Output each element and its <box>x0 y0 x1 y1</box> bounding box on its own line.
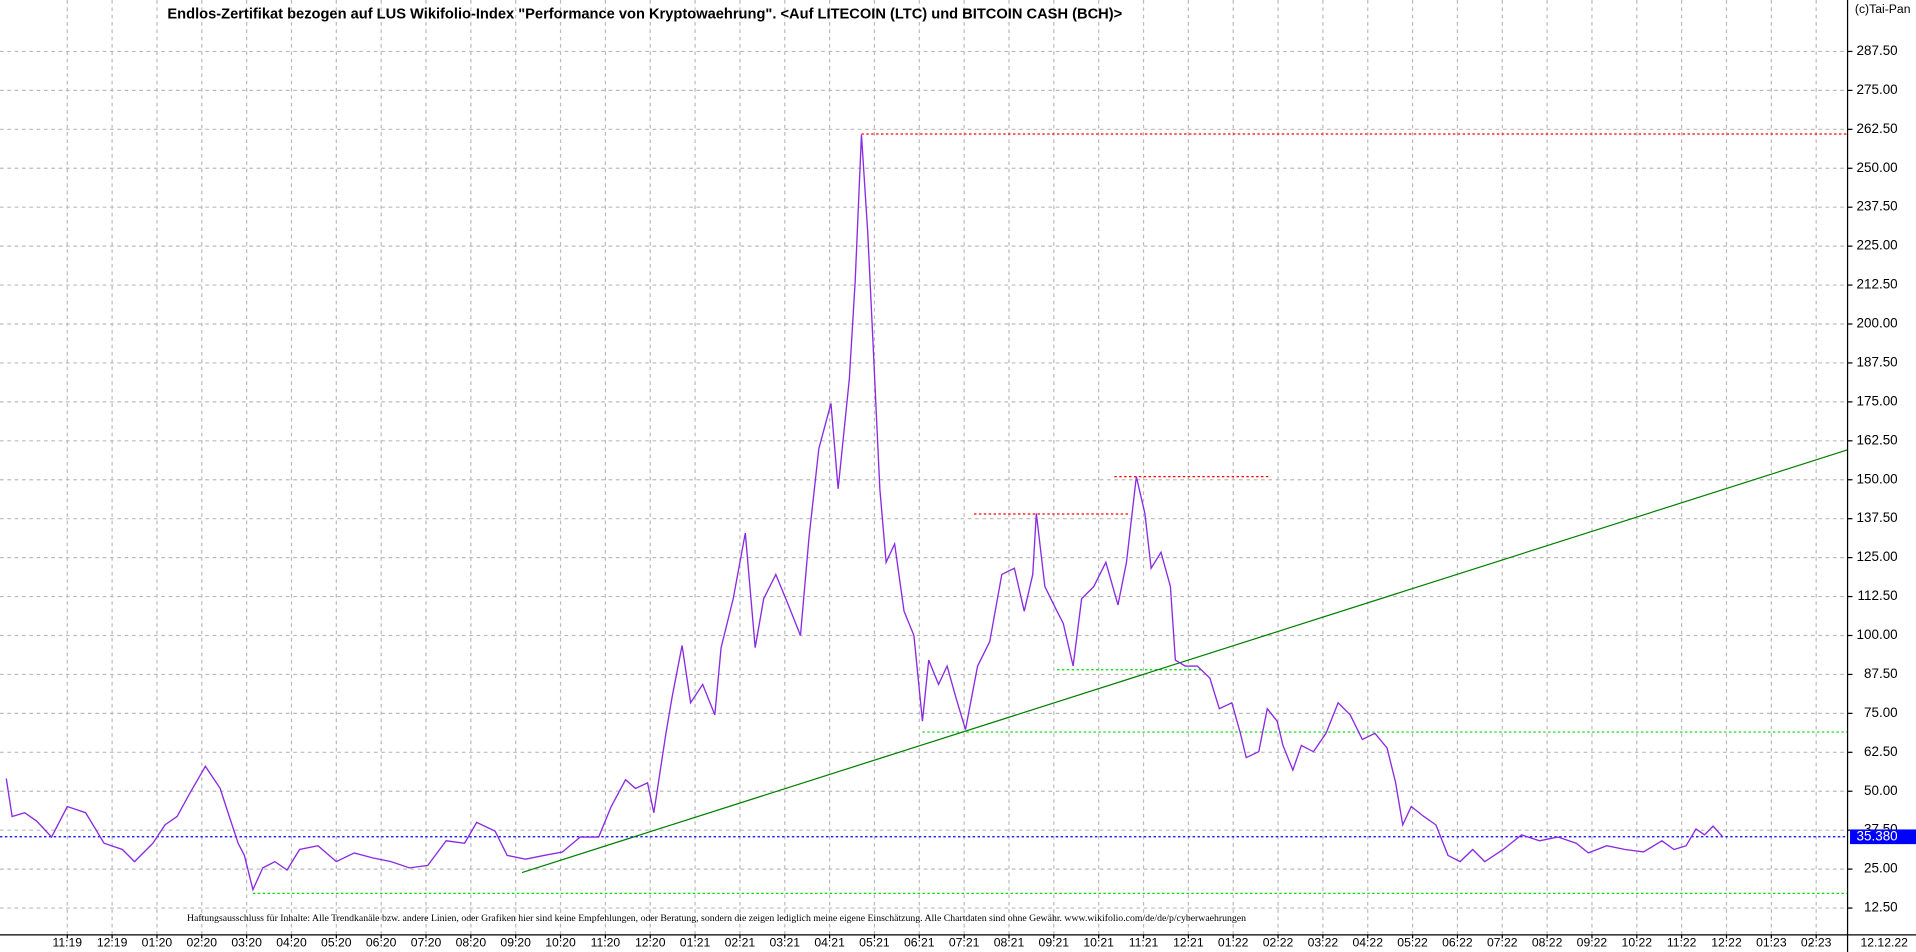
last-value-label: 35.380 <box>1857 828 1898 843</box>
copyright: (c)Tai-Pan <box>1855 2 1911 16</box>
y-tick-label: 75.00 <box>1864 705 1898 720</box>
price-line <box>5 134 1724 892</box>
x-tick-label: 06:22 <box>1442 936 1473 950</box>
x-tick-label: 11:19 <box>52 936 82 950</box>
date-label: 12.12.22 <box>1860 936 1908 950</box>
y-tick-label: 250.00 <box>1857 160 1898 175</box>
y-tick-label: 150.00 <box>1857 471 1898 486</box>
y-tick-label: 50.00 <box>1864 783 1898 798</box>
x-tick-label: 01:21 <box>680 936 711 950</box>
x-tick-label: 08:21 <box>994 936 1025 950</box>
x-tick-label: 11:22 <box>1667 936 1697 950</box>
x-tick-label: 03:20 <box>231 936 262 950</box>
x-tick-label: 07:22 <box>1487 936 1518 950</box>
y-tick-label: 62.50 <box>1864 744 1898 759</box>
x-tick-label: 06:21 <box>904 936 935 950</box>
x-tick-label: 07:20 <box>411 936 442 950</box>
x-tick-label: 01:20 <box>142 936 173 950</box>
x-tick-label: 01:23 <box>1756 936 1787 950</box>
x-tick-label: 02:23 <box>1801 936 1832 950</box>
x-tick-label: 10:21 <box>1083 936 1114 950</box>
x-tick-label: 10:22 <box>1622 936 1653 950</box>
x-tick-label: 02:22 <box>1263 936 1294 950</box>
y-tick-label: 200.00 <box>1857 316 1898 331</box>
x-tick-label: 02:20 <box>187 936 218 950</box>
y-tick-label: 287.50 <box>1857 43 1898 58</box>
x-tick-label: 12:21 <box>1173 936 1204 950</box>
x-tick-label: 05:22 <box>1397 936 1428 950</box>
x-tick-label: 09:20 <box>500 936 531 950</box>
y-tick-label: 87.50 <box>1864 666 1898 681</box>
x-tick-label: 09:21 <box>1039 936 1070 950</box>
plot-area <box>0 133 1848 895</box>
y-tick-label: 137.50 <box>1857 510 1898 525</box>
x-tick-label: 09:22 <box>1577 936 1608 950</box>
x-tick-label: 03:21 <box>769 936 800 950</box>
x-tick-label: 06:20 <box>366 936 397 950</box>
y-tick-label: 225.00 <box>1857 238 1898 253</box>
x-tick-label: 12:20 <box>635 936 666 950</box>
x-tick-label: 05:20 <box>321 936 352 950</box>
x-tick-label: 04:20 <box>276 936 307 950</box>
x-tick-label: 07:21 <box>949 936 980 950</box>
x-tick-label: 03:22 <box>1308 936 1339 950</box>
y-tick-label: 112.50 <box>1858 588 1898 603</box>
reference-line <box>521 449 1848 874</box>
chart-title: Endlos-Zertifikat bezogen auf LUS Wikifo… <box>167 7 1122 23</box>
x-tick-label: 02:21 <box>725 936 756 950</box>
x-tick-label: 04:21 <box>814 936 845 950</box>
x-tick-label: 11:20 <box>591 936 621 950</box>
x-tick-label: 05:21 <box>859 936 890 950</box>
y-tick-label: 25.00 <box>1864 861 1898 876</box>
y-tick-label: 262.50 <box>1857 121 1898 136</box>
y-tick-label: 275.00 <box>1857 82 1898 97</box>
x-tick-label: 12:19 <box>97 936 128 950</box>
x-tick-label: 08:22 <box>1532 936 1563 950</box>
y-tick-label: 237.50 <box>1857 199 1898 214</box>
last-value-box <box>1850 829 1916 845</box>
x-tick-label: 08:20 <box>456 936 487 950</box>
disclaimer: Haftungsausschluss für Inhalte: Alle Tre… <box>187 913 1246 924</box>
y-tick-label: 212.50 <box>1857 277 1898 292</box>
y-tick-label: 100.00 <box>1857 627 1898 642</box>
x-tick-label: 04:22 <box>1352 936 1383 950</box>
grid <box>0 0 1848 935</box>
x-tick-label: 11:21 <box>1129 936 1159 950</box>
x-tick-label: 01:22 <box>1218 936 1249 950</box>
x-tick-label: 12:22 <box>1711 936 1742 950</box>
y-tick-label: 175.00 <box>1857 393 1898 408</box>
y-tick-label: 125.00 <box>1857 549 1898 564</box>
x-tick-label: 10:20 <box>545 936 576 950</box>
date-marker: - <box>1809 936 1813 950</box>
y-tick-label: 187.50 <box>1857 354 1898 369</box>
y-tick-label: 12.50 <box>1864 900 1898 915</box>
y-tick-label: 162.50 <box>1857 432 1898 447</box>
